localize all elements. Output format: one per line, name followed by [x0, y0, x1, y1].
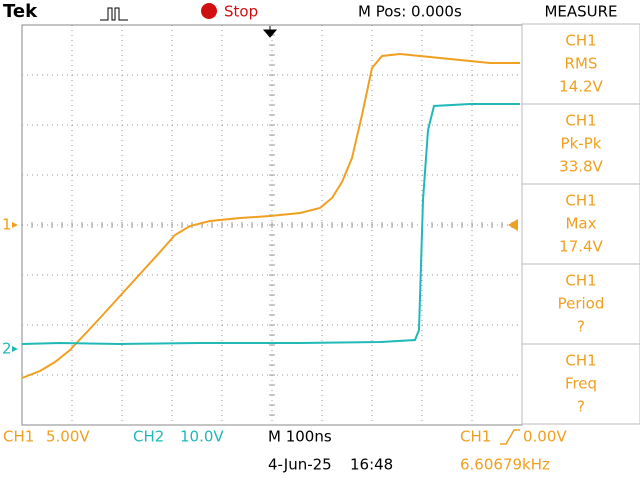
frequency: 6.60679kHz [460, 456, 550, 474]
measure-name: Pk-Pk [561, 135, 602, 153]
trigger-source: CH1 [460, 428, 491, 446]
ch1-scale: 5.00V [46, 428, 90, 446]
trigger-level: 0.00V [523, 428, 567, 446]
panel-frame [521, 23, 640, 425]
measure-channel: CH1 [565, 352, 596, 370]
ch2-waveform [21, 103, 520, 346]
ch2-marker: 2 [2, 340, 12, 358]
time: 16:48 [350, 456, 393, 474]
ch1-marker: 1 [2, 216, 12, 234]
measure-value: 33.8V [559, 158, 603, 176]
measure-value: 14.2V [559, 78, 603, 96]
measure-value: ? [577, 318, 585, 336]
measure-channel: CH1 [565, 272, 596, 290]
ch1-waveform [21, 52, 520, 379]
measure-channel: CH1 [565, 32, 596, 50]
measure-name: Period [558, 295, 605, 313]
timebase: M 100ns [268, 428, 332, 446]
ch2-marker-arrow [12, 346, 18, 352]
date: 4-Jun-25 [268, 456, 332, 474]
trigger-level-marker [508, 219, 518, 231]
measure-name: RMS [565, 55, 598, 73]
run-status: Stop [224, 3, 258, 21]
measure-channel: CH1 [565, 112, 596, 130]
measure-value: 17.4V [559, 238, 603, 256]
ch2-label: CH2 [133, 428, 164, 446]
ch1-label: CH1 [3, 428, 34, 446]
measure-channel: CH1 [565, 192, 596, 210]
measure-panel: CH1 RMS 14.2V CH1 Pk-Pk 33.8V CH1 Max 17.4V CH1 Pe… [521, 23, 640, 425]
stop-icon [201, 3, 217, 19]
measure-name: Freq [565, 375, 597, 393]
ch1-marker-arrow [12, 222, 18, 228]
measure-value: ? [577, 398, 585, 416]
horizontal-position: M Pos: 0.000s [358, 3, 462, 21]
measure-title: MEASURE [544, 3, 617, 21]
measure-name: Max [565, 215, 596, 233]
acquire-icon [100, 7, 128, 21]
brand: Tek [3, 1, 38, 22]
ch2-scale: 10.0V [180, 428, 224, 446]
trigger-slope-icon [500, 429, 520, 445]
trigger-position-marker [262, 26, 278, 38]
